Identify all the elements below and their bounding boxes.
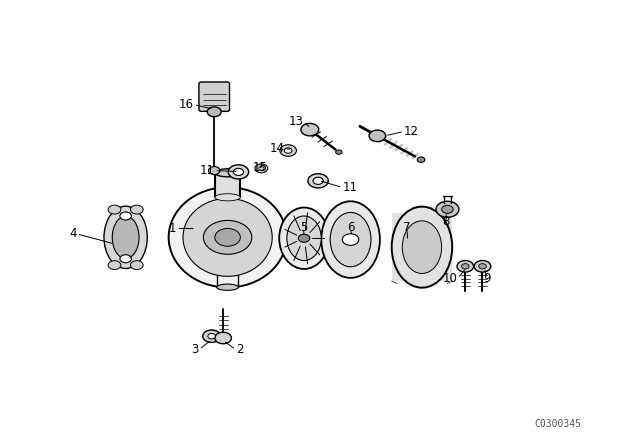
Circle shape bbox=[335, 150, 342, 155]
Circle shape bbox=[457, 260, 474, 272]
Circle shape bbox=[342, 234, 359, 246]
Ellipse shape bbox=[215, 169, 241, 177]
Circle shape bbox=[120, 255, 131, 263]
Text: 7: 7 bbox=[403, 221, 410, 234]
Text: 15: 15 bbox=[253, 160, 268, 173]
Text: 3: 3 bbox=[191, 343, 199, 356]
Text: 4: 4 bbox=[69, 227, 77, 240]
Circle shape bbox=[280, 145, 296, 156]
Circle shape bbox=[215, 332, 232, 344]
Circle shape bbox=[215, 228, 241, 246]
Circle shape bbox=[442, 205, 453, 213]
Ellipse shape bbox=[287, 216, 321, 260]
Circle shape bbox=[203, 330, 221, 342]
Circle shape bbox=[436, 201, 459, 217]
Text: 16: 16 bbox=[179, 98, 194, 111]
Text: 12: 12 bbox=[404, 125, 419, 138]
Circle shape bbox=[228, 165, 248, 179]
Text: 2: 2 bbox=[236, 343, 243, 356]
Circle shape bbox=[479, 263, 486, 269]
Circle shape bbox=[313, 177, 323, 185]
Circle shape bbox=[108, 261, 121, 270]
Circle shape bbox=[120, 212, 131, 220]
Circle shape bbox=[461, 263, 469, 269]
Circle shape bbox=[208, 333, 216, 339]
Text: 8: 8 bbox=[442, 215, 450, 228]
Ellipse shape bbox=[403, 221, 442, 273]
Text: 6: 6 bbox=[347, 221, 355, 234]
Ellipse shape bbox=[183, 198, 272, 276]
Circle shape bbox=[369, 130, 386, 142]
Text: 13: 13 bbox=[289, 115, 303, 128]
Circle shape bbox=[207, 107, 221, 116]
Circle shape bbox=[308, 174, 328, 188]
Text: 14: 14 bbox=[269, 142, 284, 155]
Ellipse shape bbox=[112, 216, 139, 258]
Circle shape bbox=[417, 157, 425, 162]
Text: 5: 5 bbox=[300, 221, 307, 234]
Circle shape bbox=[108, 205, 121, 214]
Ellipse shape bbox=[217, 284, 239, 290]
Circle shape bbox=[131, 205, 143, 214]
Circle shape bbox=[259, 167, 264, 170]
Circle shape bbox=[284, 148, 292, 153]
Text: 9: 9 bbox=[483, 272, 491, 285]
FancyBboxPatch shape bbox=[215, 173, 241, 197]
Circle shape bbox=[209, 167, 220, 175]
Ellipse shape bbox=[279, 207, 329, 269]
Circle shape bbox=[204, 220, 252, 254]
Ellipse shape bbox=[321, 201, 380, 278]
Circle shape bbox=[234, 168, 244, 176]
Ellipse shape bbox=[169, 187, 287, 288]
FancyBboxPatch shape bbox=[199, 82, 230, 112]
Circle shape bbox=[301, 123, 319, 136]
Ellipse shape bbox=[392, 207, 452, 288]
Text: 11: 11 bbox=[342, 181, 357, 194]
Polygon shape bbox=[392, 213, 452, 281]
Circle shape bbox=[131, 261, 143, 270]
Text: 1: 1 bbox=[169, 222, 177, 235]
Ellipse shape bbox=[330, 212, 371, 267]
Circle shape bbox=[255, 164, 268, 173]
Circle shape bbox=[298, 234, 310, 242]
Ellipse shape bbox=[104, 206, 147, 268]
Text: 11: 11 bbox=[200, 164, 215, 177]
Ellipse shape bbox=[215, 194, 241, 201]
Text: C0300345: C0300345 bbox=[534, 419, 581, 429]
Circle shape bbox=[474, 260, 491, 272]
Text: 10: 10 bbox=[443, 272, 458, 285]
